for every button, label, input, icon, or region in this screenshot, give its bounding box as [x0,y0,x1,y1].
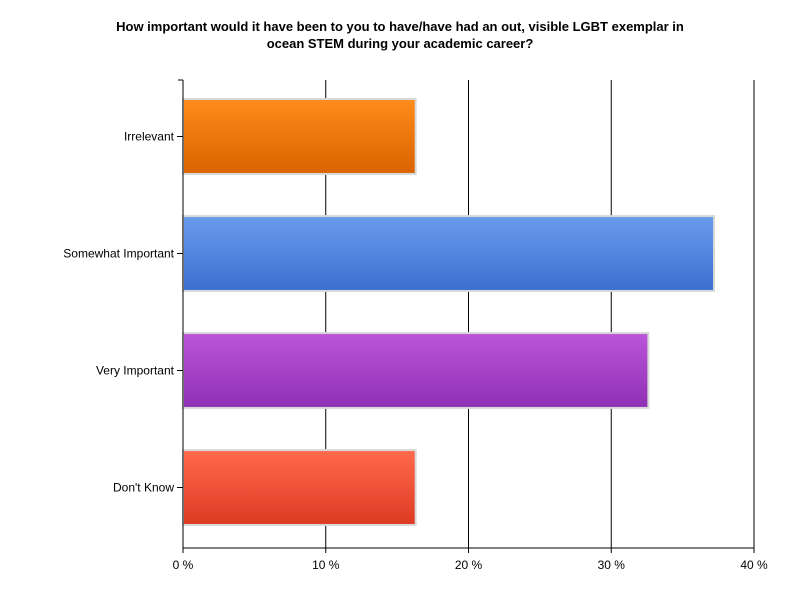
bar-very-important [182,332,650,409]
x-tick-label: 40 % [740,558,768,572]
bars [182,98,716,526]
chart-title-line-1: How important would it have been to you … [116,19,684,34]
x-tick-label: 20 % [455,558,483,572]
y-tick-label: Somewhat Important [63,247,174,261]
x-tick-label: 30 % [598,558,626,572]
y-tick-label: Very Important [96,364,175,378]
chart-title: How important would it have been to you … [40,18,760,52]
chart-title-line-2: ocean STEM during your academic career? [266,36,534,51]
x-tick-label: 10 % [312,558,340,572]
bar-somewhat-important [182,215,716,292]
bar-irrelevant [182,98,417,175]
y-tick-label: Irrelevant [124,130,175,144]
bar-don-t-know [182,449,417,526]
axes: Irrelevant Somewhat Important Very Importa… [63,79,768,572]
y-tick-label: Don't Know [113,481,174,495]
x-tick-label: 0 % [173,558,194,572]
